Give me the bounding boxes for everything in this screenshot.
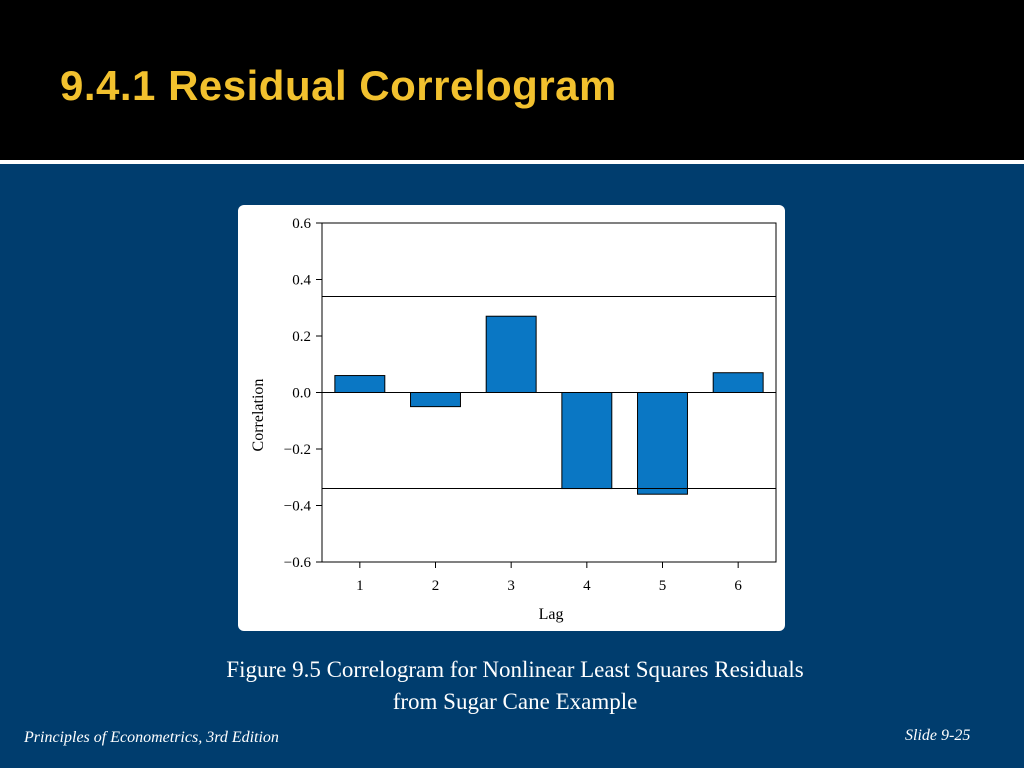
x-tick-label: 1 bbox=[356, 578, 364, 594]
bar-lag-5 bbox=[637, 392, 688, 495]
bar-lag-4 bbox=[561, 392, 613, 490]
bar-lag-6 bbox=[712, 372, 764, 394]
bar-lag-3 bbox=[485, 315, 537, 393]
x-axis-label: Lag bbox=[539, 606, 564, 623]
footer-book-title: Principles of Econometrics, 3rd Edition bbox=[24, 729, 279, 746]
title-bar bbox=[0, 0, 1024, 160]
y-tick-label: −0.6 bbox=[284, 555, 312, 571]
bar-lag-2 bbox=[410, 392, 461, 408]
y-tick-label: −0.2 bbox=[284, 442, 311, 458]
y-tick-label: 0.0 bbox=[292, 386, 311, 402]
x-tick-label: 4 bbox=[583, 578, 591, 594]
y-axis-label: Correlation bbox=[250, 379, 267, 452]
y-tick-label: 0.4 bbox=[292, 273, 311, 289]
chart-panel: 0.6 0.4 0.2 0.0 −0.2 −0.4 −0.6 1 2 3 4 5 6 Correlat… bbox=[238, 205, 785, 631]
y-tick-label: 0.6 bbox=[292, 216, 311, 232]
slide-number: Slide 9-25 bbox=[905, 727, 971, 744]
caption-line-2: from Sugar Cane Example bbox=[392, 689, 638, 714]
x-tick-label: 6 bbox=[734, 578, 742, 594]
correlogram-chart: 0.6 0.4 0.2 0.0 −0.2 −0.4 −0.6 1 2 3 4 5 6 Correlat… bbox=[250, 216, 777, 623]
y-tick-label: −0.4 bbox=[284, 499, 312, 515]
x-tick-label: 5 bbox=[659, 578, 667, 594]
slide-title: 9.4.1 Residual Correlogram bbox=[60, 62, 617, 109]
y-tick-label: 0.2 bbox=[292, 329, 311, 345]
caption-line-1: Figure 9.5 Correlogram for Nonlinear Lea… bbox=[226, 657, 804, 682]
x-tick-label: 2 bbox=[432, 578, 440, 594]
bar-lag-1 bbox=[334, 375, 386, 394]
title-divider bbox=[0, 160, 1024, 164]
figure-caption: Figure 9.5 Correlogram for Nonlinear Lea… bbox=[130, 654, 900, 718]
x-tick-label: 3 bbox=[507, 578, 514, 594]
